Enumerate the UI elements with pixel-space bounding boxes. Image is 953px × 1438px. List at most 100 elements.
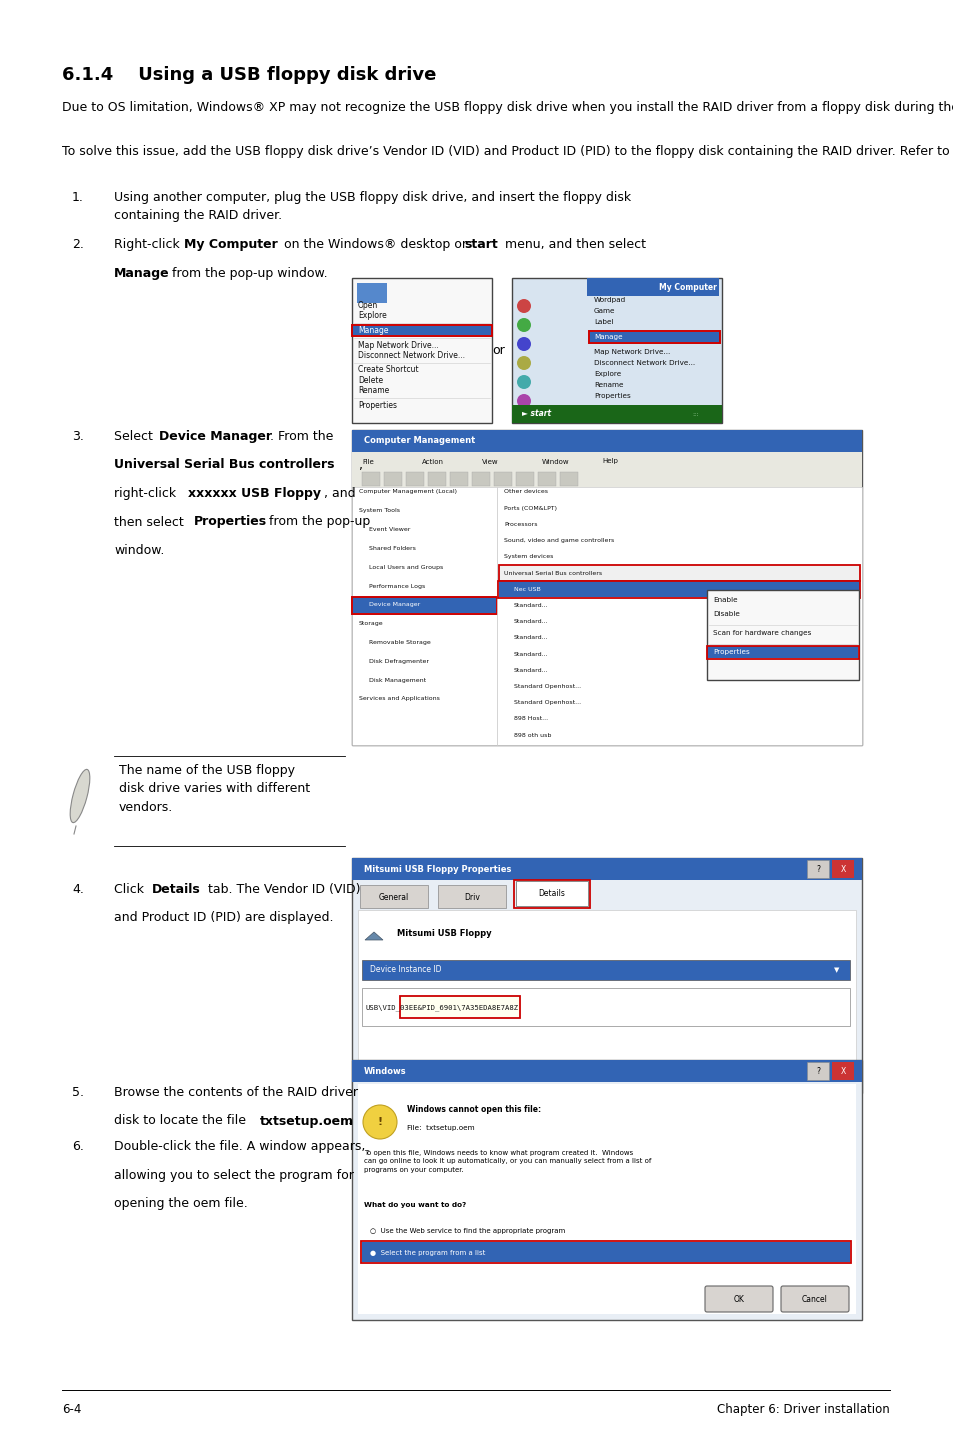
Bar [537, 473, 556, 486]
Bar [589, 332, 720, 342]
Text: Nec USB: Nec USB [514, 587, 540, 591]
Bar [359, 884, 428, 907]
Text: tab. The Vendor ID (VID): tab. The Vendor ID (VID) [203, 883, 359, 896]
Text: Due to OS limitation, Windows® XP may not recognize the USB floppy disk drive wh: Due to OS limitation, Windows® XP may no… [62, 101, 953, 114]
Bar [831, 860, 853, 879]
Text: Windows: Windows [364, 1067, 406, 1076]
Text: Event Viewer: Event Viewer [369, 528, 410, 532]
Text: Right-click: Right-click [113, 239, 184, 252]
Bar [352, 597, 497, 614]
Circle shape [517, 357, 531, 370]
Text: Windows cannot open this file:: Windows cannot open this file: [407, 1106, 540, 1114]
Bar [352, 1060, 862, 1081]
Bar [356, 283, 387, 303]
Bar [357, 910, 855, 1087]
Text: X: X [840, 864, 844, 873]
Text: ► start: ► start [521, 410, 551, 418]
Text: from the pop-up window.: from the pop-up window. [169, 266, 328, 279]
Text: Shared Folders: Shared Folders [369, 546, 416, 551]
Text: File:  txtsetup.oem: File: txtsetup.oem [407, 1125, 475, 1132]
Text: ●  Select the program from a list: ● Select the program from a list [370, 1250, 485, 1255]
Circle shape [517, 394, 531, 408]
Text: and Product ID (PID) are displayed.: and Product ID (PID) are displayed. [113, 912, 334, 925]
Text: 1.: 1. [71, 191, 84, 204]
Bar [352, 487, 497, 745]
Text: What do you want to do?: What do you want to do? [364, 1202, 466, 1208]
Text: Device Manager: Device Manager [369, 603, 420, 607]
Bar [353, 325, 491, 335]
Text: Local Users and Groups: Local Users and Groups [369, 565, 443, 569]
Text: 6.: 6. [71, 1140, 84, 1153]
Text: Driv: Driv [463, 893, 479, 902]
Text: Window: Window [541, 459, 569, 464]
Text: Properties: Properties [357, 401, 396, 410]
Text: ○  Use the Web service to find the appropriate program: ○ Use the Web service to find the approp… [370, 1228, 565, 1234]
Text: ?: ? [815, 1067, 820, 1076]
Bar [516, 473, 534, 486]
Text: Disconnect Network Drive...: Disconnect Network Drive... [594, 360, 695, 367]
Text: Create Shortcut: Create Shortcut [357, 365, 418, 374]
Bar [514, 880, 589, 907]
Text: 2.: 2. [71, 239, 84, 252]
Text: Cancel: Cancel [801, 1294, 827, 1303]
Text: Standard...: Standard... [514, 603, 548, 608]
Text: Open: Open [357, 301, 377, 311]
Bar [399, 997, 519, 1018]
Text: Manage: Manage [594, 334, 622, 339]
Text: Standard Openhost...: Standard Openhost... [514, 700, 580, 705]
Text: 4.: 4. [71, 883, 84, 896]
Text: General: General [378, 893, 409, 902]
Circle shape [517, 318, 531, 332]
Bar [360, 1241, 850, 1263]
Text: .: . [348, 1114, 352, 1127]
Text: Device Instance ID: Device Instance ID [370, 965, 441, 975]
Bar [588, 331, 720, 344]
Text: Wordpad: Wordpad [594, 298, 625, 303]
Text: X: X [840, 1067, 844, 1076]
Bar [494, 473, 512, 486]
Text: txtsetup.oem: txtsetup.oem [259, 1114, 354, 1127]
Text: Processors: Processors [503, 522, 537, 526]
Bar [498, 565, 859, 581]
Text: ,: , [358, 459, 362, 472]
Text: Explore: Explore [357, 311, 386, 321]
Bar [352, 470, 862, 487]
Text: 898 Host...: 898 Host... [514, 716, 548, 722]
Bar [361, 988, 849, 1025]
Text: . From the: . From the [269, 430, 333, 443]
Text: Mitsumi USB Floppy Properties: Mitsumi USB Floppy Properties [364, 864, 511, 873]
Text: 6.1.4    Using a USB floppy disk drive: 6.1.4 Using a USB floppy disk drive [62, 66, 436, 83]
Text: Removable Storage: Removable Storage [369, 640, 431, 644]
Text: Disk Management: Disk Management [369, 677, 426, 683]
Text: Delete: Delete [357, 375, 383, 385]
Text: Standard...: Standard... [514, 667, 548, 673]
Text: The name of the USB floppy
disk drive varies with different
vendors.: The name of the USB floppy disk drive va… [119, 764, 310, 814]
Text: :::: ::: [691, 411, 698, 417]
Bar [361, 961, 849, 981]
Text: Disable: Disable [712, 611, 740, 617]
Bar [498, 581, 859, 597]
Bar [352, 858, 862, 880]
Bar [831, 1063, 853, 1080]
Text: 6-4: 6-4 [62, 1403, 81, 1416]
Text: Services and Applications: Services and Applications [358, 696, 439, 702]
Circle shape [517, 299, 531, 313]
Text: then select: then select [113, 515, 188, 529]
Text: Rename: Rename [594, 383, 623, 388]
Text: Other devices: Other devices [503, 489, 547, 495]
Text: Map Network Drive...: Map Network Drive... [594, 349, 670, 355]
Text: Disk Defragmenter: Disk Defragmenter [369, 659, 429, 664]
Text: System Tools: System Tools [358, 508, 399, 513]
Text: View: View [481, 459, 498, 464]
FancyBboxPatch shape [781, 1286, 848, 1311]
Text: on the Windows® desktop or: on the Windows® desktop or [280, 239, 471, 252]
Bar [353, 597, 496, 613]
Bar [352, 430, 862, 745]
Bar [806, 1063, 828, 1080]
Text: Performance Logs: Performance Logs [369, 584, 425, 588]
Text: Game: Game [594, 308, 615, 313]
Text: Using another computer, plug the USB floppy disk drive, and insert the floppy di: Using another computer, plug the USB flo… [113, 191, 631, 223]
Text: Details: Details [538, 890, 565, 899]
Bar [352, 1060, 862, 1320]
Bar [559, 473, 578, 486]
